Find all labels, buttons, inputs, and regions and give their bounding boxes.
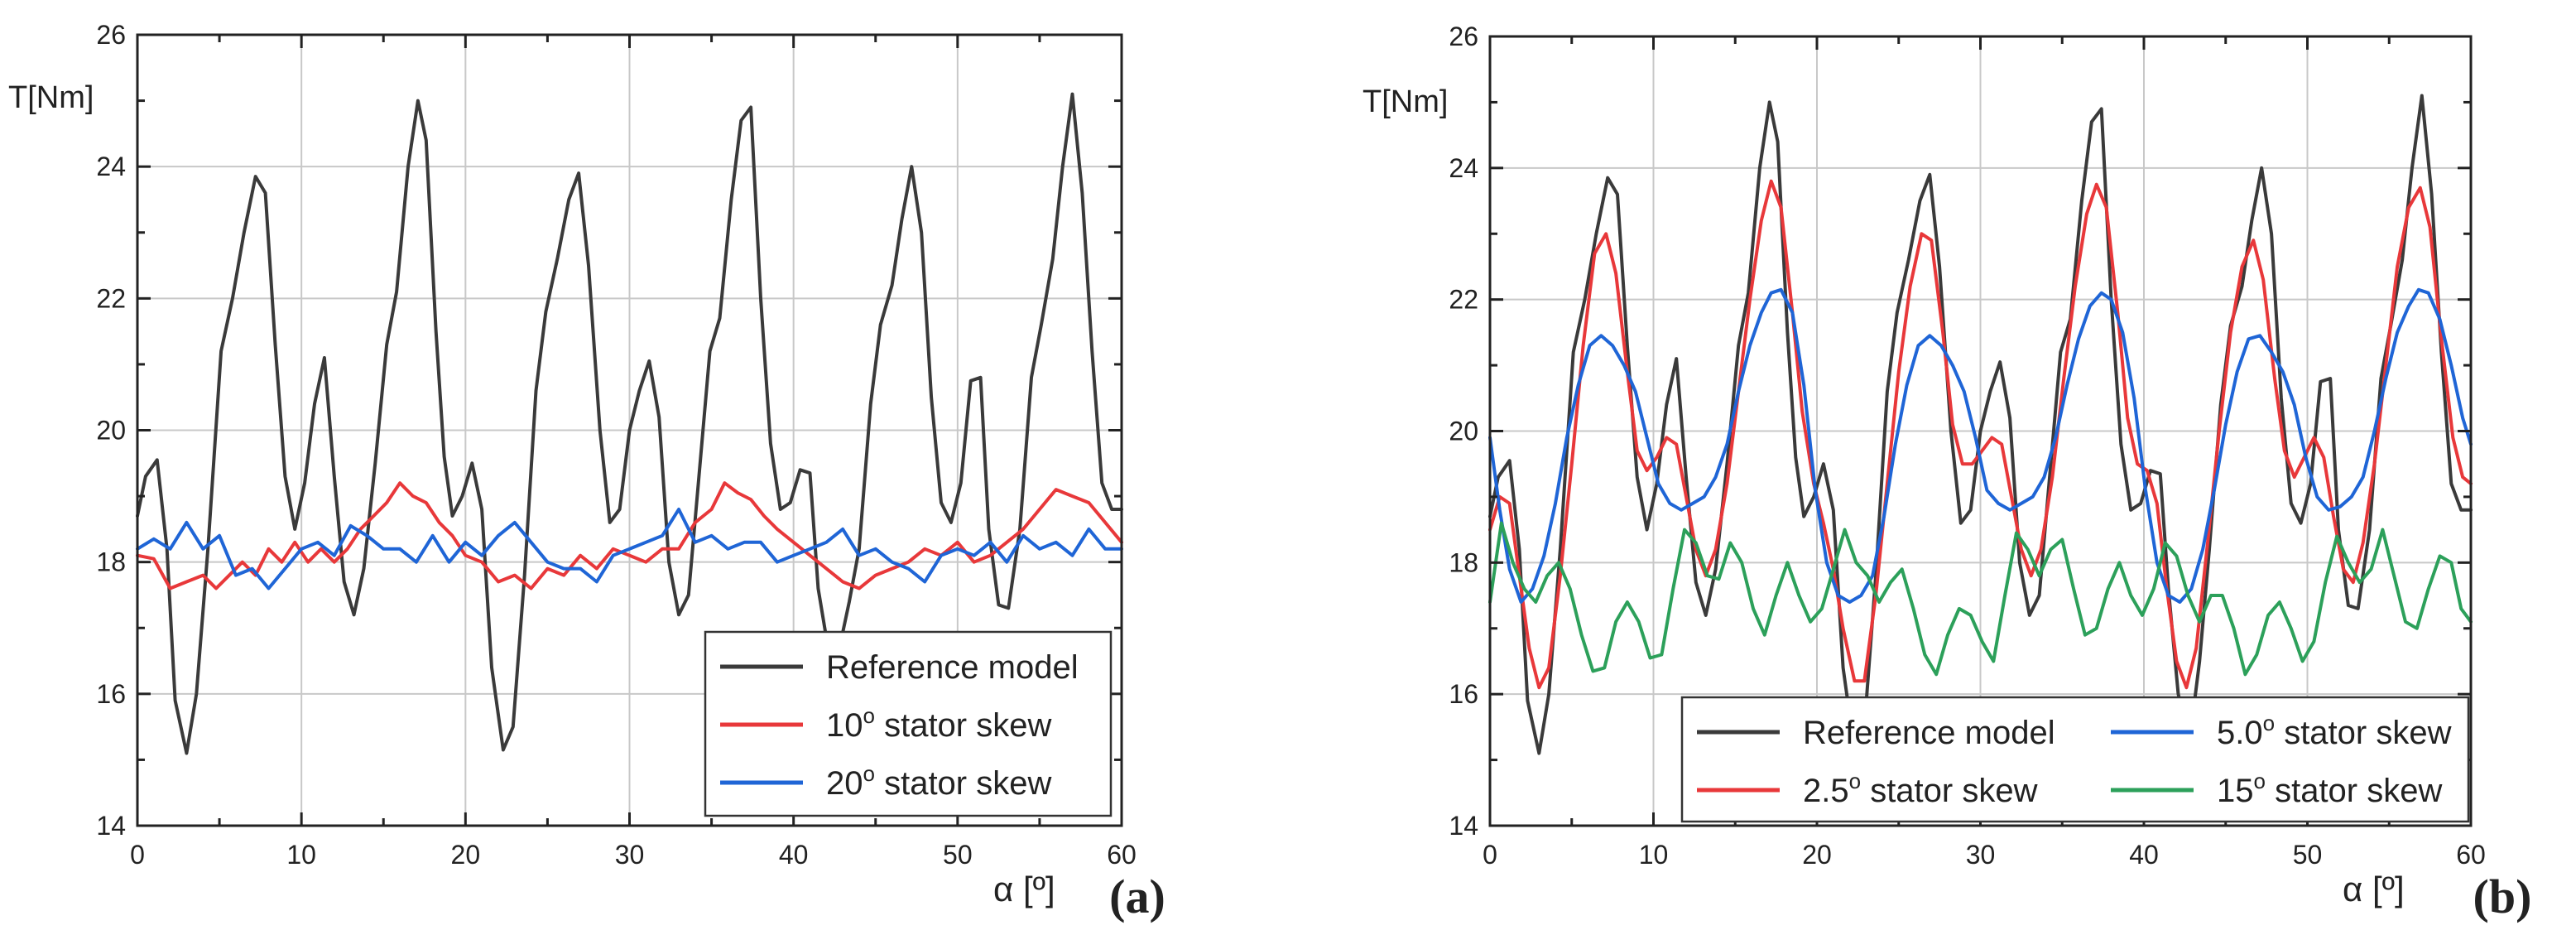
chart0-panel-label: (a): [1109, 870, 1165, 923]
chart1-ytick-label-5: 24: [1449, 153, 1478, 183]
chart0-legend-label-0: Reference model: [826, 649, 1079, 686]
chart0-ytick-label-2: 18: [96, 547, 126, 577]
chart0-xlabel: α [º]: [993, 870, 1055, 908]
chart1-xtick-label-5: 50: [2293, 840, 2323, 870]
chart1-panel-label: (b): [2473, 870, 2532, 923]
chart0-series-2: [136, 508, 1123, 590]
chart1-xtick-label-3: 30: [1966, 840, 1996, 870]
chart1-xtick-label-0: 0: [1483, 840, 1497, 870]
chart0-xtick-label-3: 30: [615, 840, 645, 870]
chart1-xtick-label-1: 10: [1639, 840, 1669, 870]
chart1-series-3: [1488, 521, 2473, 677]
chart0-xtick-label-1: 10: [286, 840, 316, 870]
chart0-ytick-label-3: 20: [96, 416, 126, 446]
chart1-ytick-label-1: 16: [1449, 679, 1478, 709]
chart0-xtick-label-4: 40: [779, 840, 809, 870]
panel-a-chart: 0 10 20 30 40 50 60 14 16 18 20 22 24 26T[Nm] α [º] (a)…: [8, 20, 1165, 923]
chart1-series-0: [1488, 94, 2473, 755]
chart0-ytick-label-1: 16: [96, 679, 126, 709]
chart1-ytick-label-2: 18: [1449, 547, 1478, 577]
chart0-xtick-label-6: 60: [1107, 840, 1137, 870]
chart0-series-0: [136, 92, 1123, 755]
chart1-ytick-label-4: 22: [1449, 285, 1478, 315]
chart1-xtick-label-2: 20: [1802, 840, 1832, 870]
chart0-ytick-label-5: 24: [96, 152, 126, 181]
chart1-legend-label-3: 15o stator skew: [2217, 769, 2442, 809]
chart0-ylabel: T[Nm]: [8, 80, 94, 115]
chart0-legend-label-1: 10o stator skew: [826, 703, 1051, 744]
chart1-xtick-label-4: 40: [2129, 840, 2159, 870]
panel-b-chart: 0 10 20 30 40 50 60 14 16 18 20 22 24 26 T[Nm] α [º] (b)…: [1362, 22, 2531, 923]
chart0-xtick-label-5: 50: [943, 840, 973, 870]
chart1-series-2: [1488, 287, 2473, 604]
chart0-ytick-label-0: 14: [96, 811, 126, 841]
chart1-legend-label-2: 5.0o stator skew: [2217, 711, 2452, 751]
chart1-legend-label-1: 2.5o stator skew: [1803, 769, 2038, 809]
chart1-legend-label-0: Reference model: [1803, 715, 2055, 751]
chart1-ytick-label-6: 26: [1449, 22, 1478, 51]
chart1-xtick-label-6: 60: [2456, 840, 2486, 870]
chart1-xlabel: α [º]: [2343, 870, 2405, 908]
chart0-ytick-label-6: 26: [96, 20, 126, 50]
chart1-ytick-label-0: 14: [1449, 811, 1478, 841]
chart1-ytick-label-3: 20: [1449, 417, 1478, 446]
chart1-ylabel: T[Nm]: [1362, 84, 1448, 119]
chart1-legend-box: [1680, 696, 2470, 823]
chart0-ytick-label-4: 22: [96, 283, 126, 313]
chart0-legend-label-2: 20o stator skew: [826, 761, 1051, 802]
chart0-xtick-label-0: 0: [130, 840, 145, 870]
chart0-xtick-label-2: 20: [451, 840, 481, 870]
